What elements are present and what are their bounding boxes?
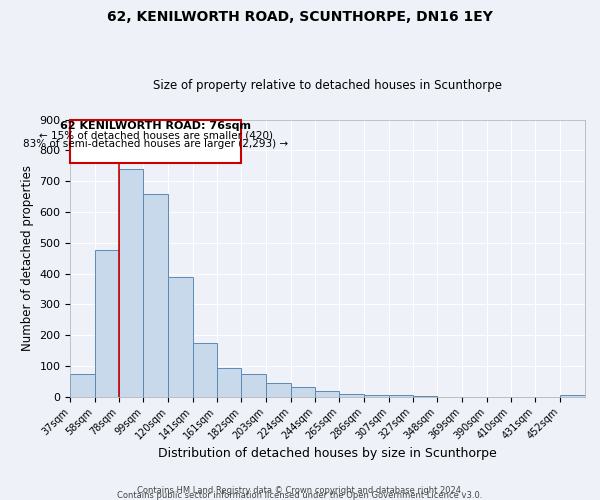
Bar bbox=[291, 387, 314, 397]
Text: ← 15% of detached houses are smaller (420): ← 15% of detached houses are smaller (42… bbox=[39, 130, 273, 140]
Bar bbox=[95, 250, 119, 397]
Text: Contains HM Land Registry data © Crown copyright and database right 2024.: Contains HM Land Registry data © Crown c… bbox=[137, 486, 463, 495]
Bar bbox=[364, 394, 389, 397]
X-axis label: Distribution of detached houses by size in Scunthorpe: Distribution of detached houses by size … bbox=[158, 447, 497, 460]
Bar bbox=[70, 374, 95, 397]
Text: 62 KENILWORTH ROAD: 76sqm: 62 KENILWORTH ROAD: 76sqm bbox=[61, 122, 251, 132]
Bar bbox=[389, 396, 413, 397]
Bar bbox=[217, 368, 241, 397]
Title: Size of property relative to detached houses in Scunthorpe: Size of property relative to detached ho… bbox=[153, 79, 502, 92]
Bar bbox=[168, 276, 193, 397]
Bar bbox=[266, 383, 291, 397]
Bar bbox=[143, 194, 168, 397]
Bar bbox=[241, 374, 266, 397]
Bar bbox=[340, 394, 364, 397]
Text: 62, KENILWORTH ROAD, SCUNTHORPE, DN16 1EY: 62, KENILWORTH ROAD, SCUNTHORPE, DN16 1E… bbox=[107, 10, 493, 24]
Bar bbox=[193, 343, 217, 397]
Y-axis label: Number of detached properties: Number of detached properties bbox=[21, 165, 34, 351]
Text: 83% of semi-detached houses are larger (2,293) →: 83% of semi-detached houses are larger (… bbox=[23, 139, 289, 149]
Bar bbox=[413, 396, 437, 397]
Bar bbox=[314, 392, 340, 397]
Bar bbox=[560, 396, 585, 397]
Text: Contains public sector information licensed under the Open Government Licence v3: Contains public sector information licen… bbox=[118, 491, 482, 500]
FancyBboxPatch shape bbox=[70, 120, 241, 162]
Bar bbox=[119, 169, 143, 397]
